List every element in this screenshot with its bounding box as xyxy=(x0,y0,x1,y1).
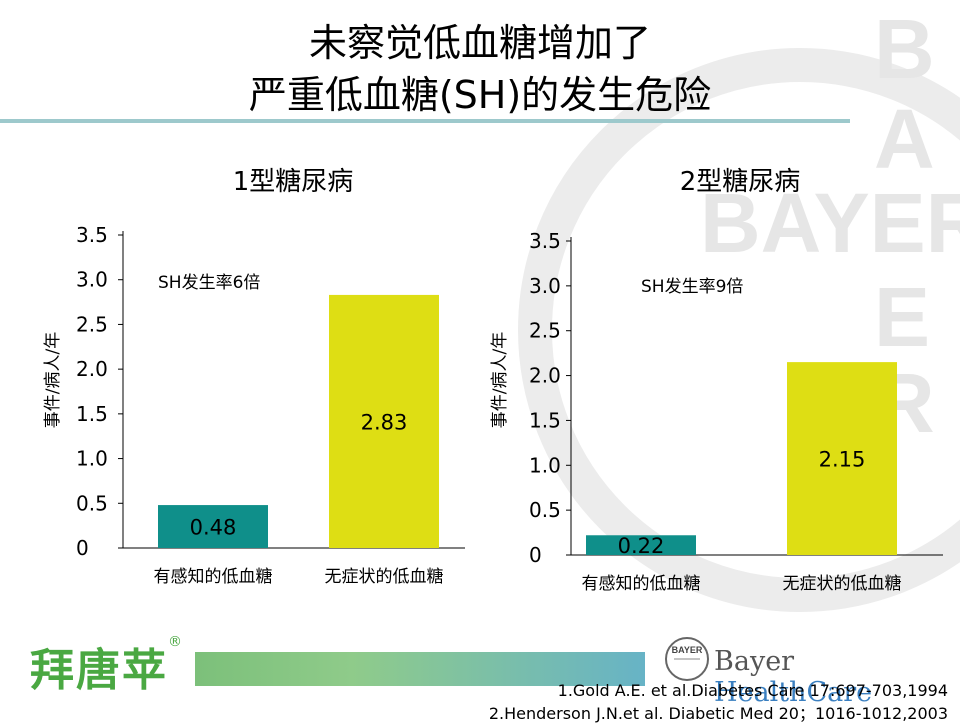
brand-logo-glucobay: 拜唐苹® xyxy=(30,634,184,698)
y-tick-label: 3.0 xyxy=(76,268,108,292)
brand-name: 拜唐苹 xyxy=(30,645,168,696)
x-category-label: 无症状的低血糖 xyxy=(783,574,902,594)
y-tick-label: 2.5 xyxy=(529,319,561,343)
logo-text: BAYER xyxy=(672,645,703,655)
footer-gradient-bar xyxy=(195,652,645,686)
reference-2: 2.Henderson J.N.et al. Diabetic Med 20；1… xyxy=(488,704,948,723)
company-name-healthcare: HealthCare xyxy=(714,677,873,708)
annotation-sh-rate: SH发生率6倍 xyxy=(158,273,260,293)
bar-value-label: 0.22 xyxy=(618,534,665,558)
chart-type2-diabetes: 2型糖尿病 事件/病人/年 SH发生率9倍 0 0.5 1.0 1.5 2.0 2.5 3.… xyxy=(490,167,943,594)
y-tick-label: 0 xyxy=(529,543,542,567)
y-tick-label: 0 xyxy=(76,536,89,560)
chart-title: 1型糖尿病 xyxy=(233,167,354,197)
y-tick-label: 1.0 xyxy=(76,447,108,471)
title-divider xyxy=(0,119,850,123)
bar-value-label: 2.83 xyxy=(361,410,408,434)
x-category-label: 无症状的低血糖 xyxy=(325,567,444,587)
registered-mark: ® xyxy=(168,634,184,650)
y-tick-label: 1.0 xyxy=(529,453,561,477)
page-title-line2: 严重低血糖(SH)的发生危险 xyxy=(248,73,712,117)
plot-area: 0 0.5 1.0 1.5 2.0 2.5 3.0 3.5 0.48 有感知的低血糖 2.83 无症状… xyxy=(76,223,465,587)
reference-1: 1.Gold A.E. et al.Diabetes Care 17:697-7… xyxy=(557,681,948,700)
chart-title: 2型糖尿病 xyxy=(680,167,801,197)
y-tick-label: 2.5 xyxy=(76,312,108,336)
annotation-sh-rate: SH发生率9倍 xyxy=(641,277,743,297)
y-tick-label: 2.0 xyxy=(76,357,108,381)
y-tick-label: 1.5 xyxy=(76,402,108,426)
company-name-bayer: Bayer xyxy=(714,646,795,677)
y-tick-label: 3.0 xyxy=(529,274,561,298)
y-tick-label: 3.5 xyxy=(76,223,108,247)
chart-type1-diabetes: 1型糖尿病 事件/病人/年 SH发生率6倍 0 0.5 1.0 1.5 2.0 2.5 3.… xyxy=(43,167,465,587)
bar xyxy=(787,362,897,555)
y-tick-label: 3.5 xyxy=(529,229,561,253)
company-name: Bayer HealthCare xyxy=(714,646,960,708)
y-axis-label: 事件/病人/年 xyxy=(490,332,510,428)
bar xyxy=(329,294,439,548)
bar-value-label: 2.15 xyxy=(819,448,866,472)
y-tick-label: 1.5 xyxy=(529,408,561,432)
y-tick-label: 0.5 xyxy=(76,491,108,515)
y-tick-label: 2.0 xyxy=(529,364,561,388)
bar-value-label: 0.48 xyxy=(190,516,237,540)
bar xyxy=(158,505,268,548)
bayer-cross-logo: BAYER xyxy=(665,637,709,681)
page-title-line1: 未察觉低血糖增加了 xyxy=(308,21,651,65)
plot-area: 0 0.5 1.0 1.5 2.0 2.5 3.0 3.5 0.22 有感知的低血糖 2.15 无症状… xyxy=(529,229,943,594)
x-category-label: 有感知的低血糖 xyxy=(154,567,273,587)
bar xyxy=(586,535,696,555)
y-tick-label: 0.5 xyxy=(529,498,561,522)
y-axis-label: 事件/病人/年 xyxy=(43,332,63,428)
x-category-label: 有感知的低血糖 xyxy=(582,574,701,594)
